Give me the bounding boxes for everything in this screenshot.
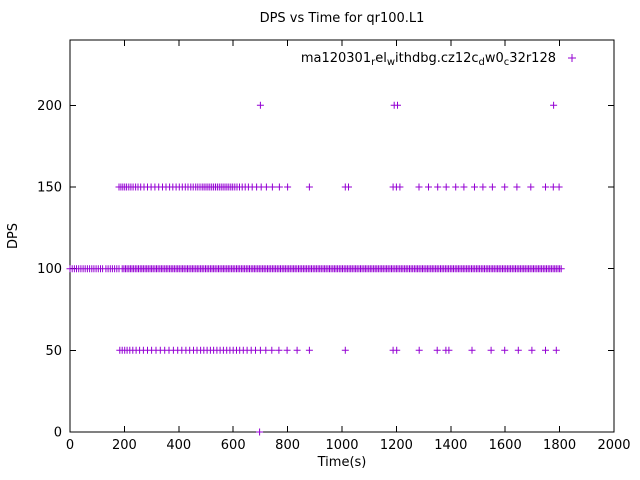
y-tick-label: 50 xyxy=(45,344,62,359)
x-tick-label: 1800 xyxy=(543,438,576,453)
x-tick-label: 200 xyxy=(112,438,137,453)
x-tick-label: 1200 xyxy=(380,438,413,453)
legend-text-part: ma120301 xyxy=(301,51,371,66)
legend-text-part: w0 xyxy=(485,51,504,66)
legend-subscript: c xyxy=(504,57,510,68)
legend: ma120301relwithdbg.cz12cdw0c32r128 xyxy=(301,51,576,68)
x-axis-tick-labels: 0 200 400 600 800 1000 1200 1400 1600 1800 2000 xyxy=(66,438,631,453)
x-tick-label: 1600 xyxy=(489,438,522,453)
chart-title: DPS vs Time for qr100.L1 xyxy=(260,11,425,26)
data-points-dps-150 xyxy=(115,183,563,191)
legend-text-part: ithdbg.cz12c xyxy=(395,51,479,66)
x-tick-label: 1000 xyxy=(325,438,358,453)
data-points-layer xyxy=(66,101,565,436)
legend-subscript: r xyxy=(371,57,376,68)
y-tick-label: 0 xyxy=(54,426,62,441)
data-points-dps-100-band xyxy=(66,265,565,273)
plot-area-border xyxy=(69,39,615,433)
y-axis-label: DPS xyxy=(6,223,21,249)
y-tick-label: 100 xyxy=(37,262,62,277)
legend-subscript: w xyxy=(387,57,395,68)
x-axis-label: Time(s) xyxy=(317,455,367,470)
x-tick-label: 2000 xyxy=(597,438,630,453)
data-points-dps-50 xyxy=(116,346,560,354)
x-tick-label: 400 xyxy=(166,438,191,453)
legend-label: ma120301relwithdbg.cz12cdw0c32r128 xyxy=(301,51,556,68)
x-axis-ticks xyxy=(69,40,615,432)
legend-marker-plus-icon xyxy=(568,54,576,62)
legend-subscript: d xyxy=(479,57,485,68)
y-tick-label: 200 xyxy=(37,99,62,114)
y-axis-tick-labels: 0 50 100 150 200 xyxy=(37,99,62,441)
y-tick-label: 150 xyxy=(37,181,62,196)
data-points-dps-200 xyxy=(256,101,558,109)
x-tick-label: 1400 xyxy=(434,438,467,453)
x-tick-label: 600 xyxy=(221,438,246,453)
legend-text-part: 32r128 xyxy=(509,51,556,66)
x-tick-label: 0 xyxy=(66,438,74,453)
data-points-dps-0 xyxy=(256,428,264,436)
legend-text-part: el xyxy=(375,51,387,66)
x-tick-label: 800 xyxy=(275,438,300,453)
